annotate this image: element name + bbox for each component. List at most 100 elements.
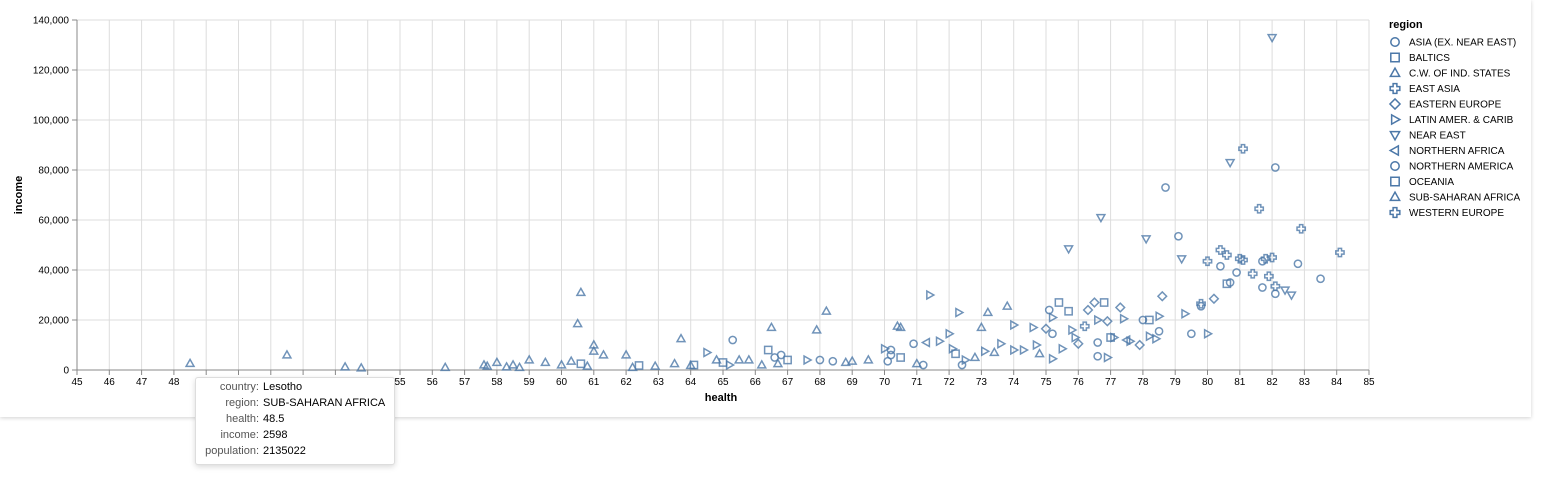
data-point[interactable] [1068,324,1078,336]
data-point[interactable] [1196,301,1206,311]
data-point[interactable] [1079,321,1090,332]
data-point[interactable] [725,359,736,371]
data-point[interactable] [895,321,906,332]
data-point[interactable] [803,354,813,366]
data-point[interactable] [1032,339,1042,351]
data-point[interactable] [880,343,891,354]
data-point[interactable] [1048,353,1059,364]
data-point[interactable] [969,351,981,362]
data-point[interactable] [1224,158,1236,169]
data-point[interactable] [920,337,931,348]
data-point[interactable] [886,350,896,360]
data-point[interactable] [649,360,661,370]
data-point[interactable] [896,353,905,362]
data-point[interactable] [1238,255,1248,265]
data-point[interactable] [909,339,918,349]
data-point[interactable] [955,307,965,318]
data-point[interactable] [1082,304,1094,316]
data-point[interactable] [1034,348,1045,358]
data-point[interactable] [1270,163,1280,172]
data-point[interactable] [491,356,503,367]
data-point[interactable] [1140,235,1152,245]
data-point[interactable] [669,358,680,368]
data-point[interactable] [1145,315,1154,325]
data-point[interactable] [1202,256,1213,267]
data-point[interactable] [634,361,644,370]
data-point[interactable] [1048,329,1057,339]
data-point[interactable] [1110,332,1120,343]
data-point[interactable] [772,358,784,368]
data-point[interactable] [1093,351,1103,361]
data-point[interactable] [1099,298,1109,307]
data-point[interactable] [783,355,792,365]
data-point[interactable] [1154,326,1164,336]
data-point[interactable] [1063,245,1074,255]
data-point[interactable] [1010,319,1020,331]
data-point[interactable] [514,361,525,372]
data-point[interactable] [981,346,991,357]
data-point[interactable] [1279,286,1291,296]
data-point[interactable] [1263,271,1274,282]
data-point[interactable] [1296,223,1307,234]
data-point[interactable] [501,361,512,371]
data-point[interactable] [1266,33,1278,44]
data-point[interactable] [982,306,994,317]
data-point[interactable] [1286,291,1297,301]
data-point[interactable] [1155,311,1165,322]
data-point[interactable] [1156,290,1168,302]
data-point[interactable] [1335,247,1345,258]
data-point[interactable] [572,318,583,328]
data-point[interactable] [1064,306,1073,316]
data-point[interactable] [1040,323,1052,335]
data-point[interactable] [1010,344,1020,356]
data-point[interactable] [1187,329,1196,339]
data-point[interactable] [1114,302,1126,313]
data-point[interactable] [1048,312,1059,323]
data-point[interactable] [1134,339,1146,351]
data-point[interactable] [1001,300,1013,310]
data-point[interactable] [776,350,786,360]
data-point[interactable] [703,347,713,358]
data-point[interactable] [711,354,722,364]
data-point[interactable] [1094,314,1104,326]
data-point[interactable] [945,328,955,339]
data-point[interactable] [828,356,838,366]
data-point[interactable] [1270,289,1280,299]
data-point[interactable] [728,335,738,345]
data-point[interactable] [815,355,825,365]
data-point[interactable] [540,356,551,367]
data-point[interactable] [1181,308,1191,319]
scatter-chart[interactable]: 4546474849505152535455565758596061626364… [0,0,1531,417]
data-point[interactable] [281,349,293,359]
data-point[interactable] [1225,278,1235,287]
data-point[interactable] [184,357,196,368]
data-point[interactable] [1152,333,1162,344]
data-point[interactable] [743,354,755,364]
data-point[interactable] [1071,332,1081,343]
data-point[interactable] [961,354,971,366]
data-point[interactable] [1196,298,1206,309]
data-point[interactable] [1054,298,1064,307]
data-point[interactable] [1019,344,1030,356]
data-point[interactable] [689,360,699,370]
data-point[interactable] [1174,231,1183,241]
data-point[interactable] [1029,322,1039,333]
data-point[interactable] [911,358,923,368]
data-point[interactable] [481,360,493,370]
data-point[interactable] [1095,213,1107,224]
data-points[interactable] [184,33,1345,372]
data-point[interactable] [588,345,600,355]
data-point[interactable] [598,349,609,359]
data-point[interactable] [1119,313,1130,324]
data-point[interactable] [1258,283,1267,292]
data-point[interactable] [1232,268,1241,277]
data-point[interactable] [951,349,960,359]
data-point[interactable] [576,359,586,369]
data-point[interactable] [821,305,832,315]
data-point[interactable] [1293,259,1303,269]
data-point[interactable] [863,354,874,364]
data-point[interactable] [1072,338,1084,350]
data-point[interactable] [1161,183,1170,192]
data-point[interactable] [1089,297,1100,308]
data-point[interactable] [766,321,777,332]
